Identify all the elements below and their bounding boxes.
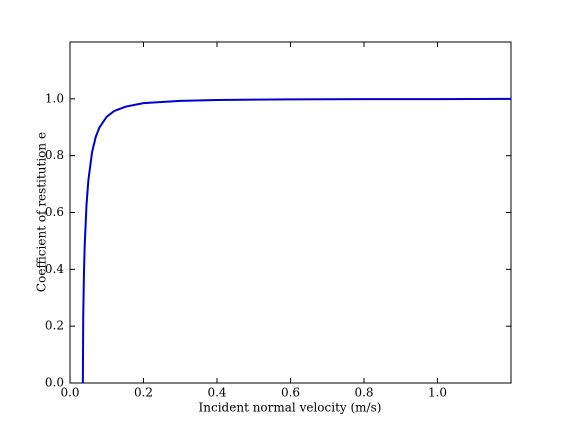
y-axis-label: Coefficient of restitution e — [35, 132, 49, 292]
y-tick-label: 0.8 — [45, 148, 64, 162]
y-tick-label: 0.0 — [45, 376, 64, 390]
data-line — [81, 97, 512, 384]
y-tick-label: 0.4 — [45, 262, 64, 276]
x-tick-label: 0.8 — [354, 386, 373, 400]
y-tick-label: 0.2 — [45, 319, 64, 333]
y-tick-label: 1.0 — [45, 91, 64, 105]
x-tick-label: 0.4 — [207, 386, 226, 400]
x-tick-label: 1.0 — [428, 386, 447, 400]
x-tick-label: 0.2 — [134, 386, 153, 400]
x-tick-label: 0.0 — [60, 386, 79, 400]
x-axis-label: Incident normal velocity (m/s) — [199, 401, 382, 415]
y-tick-label: 0.6 — [45, 205, 64, 219]
plot-frame — [69, 41, 512, 384]
x-tick-label: 0.6 — [281, 386, 300, 400]
